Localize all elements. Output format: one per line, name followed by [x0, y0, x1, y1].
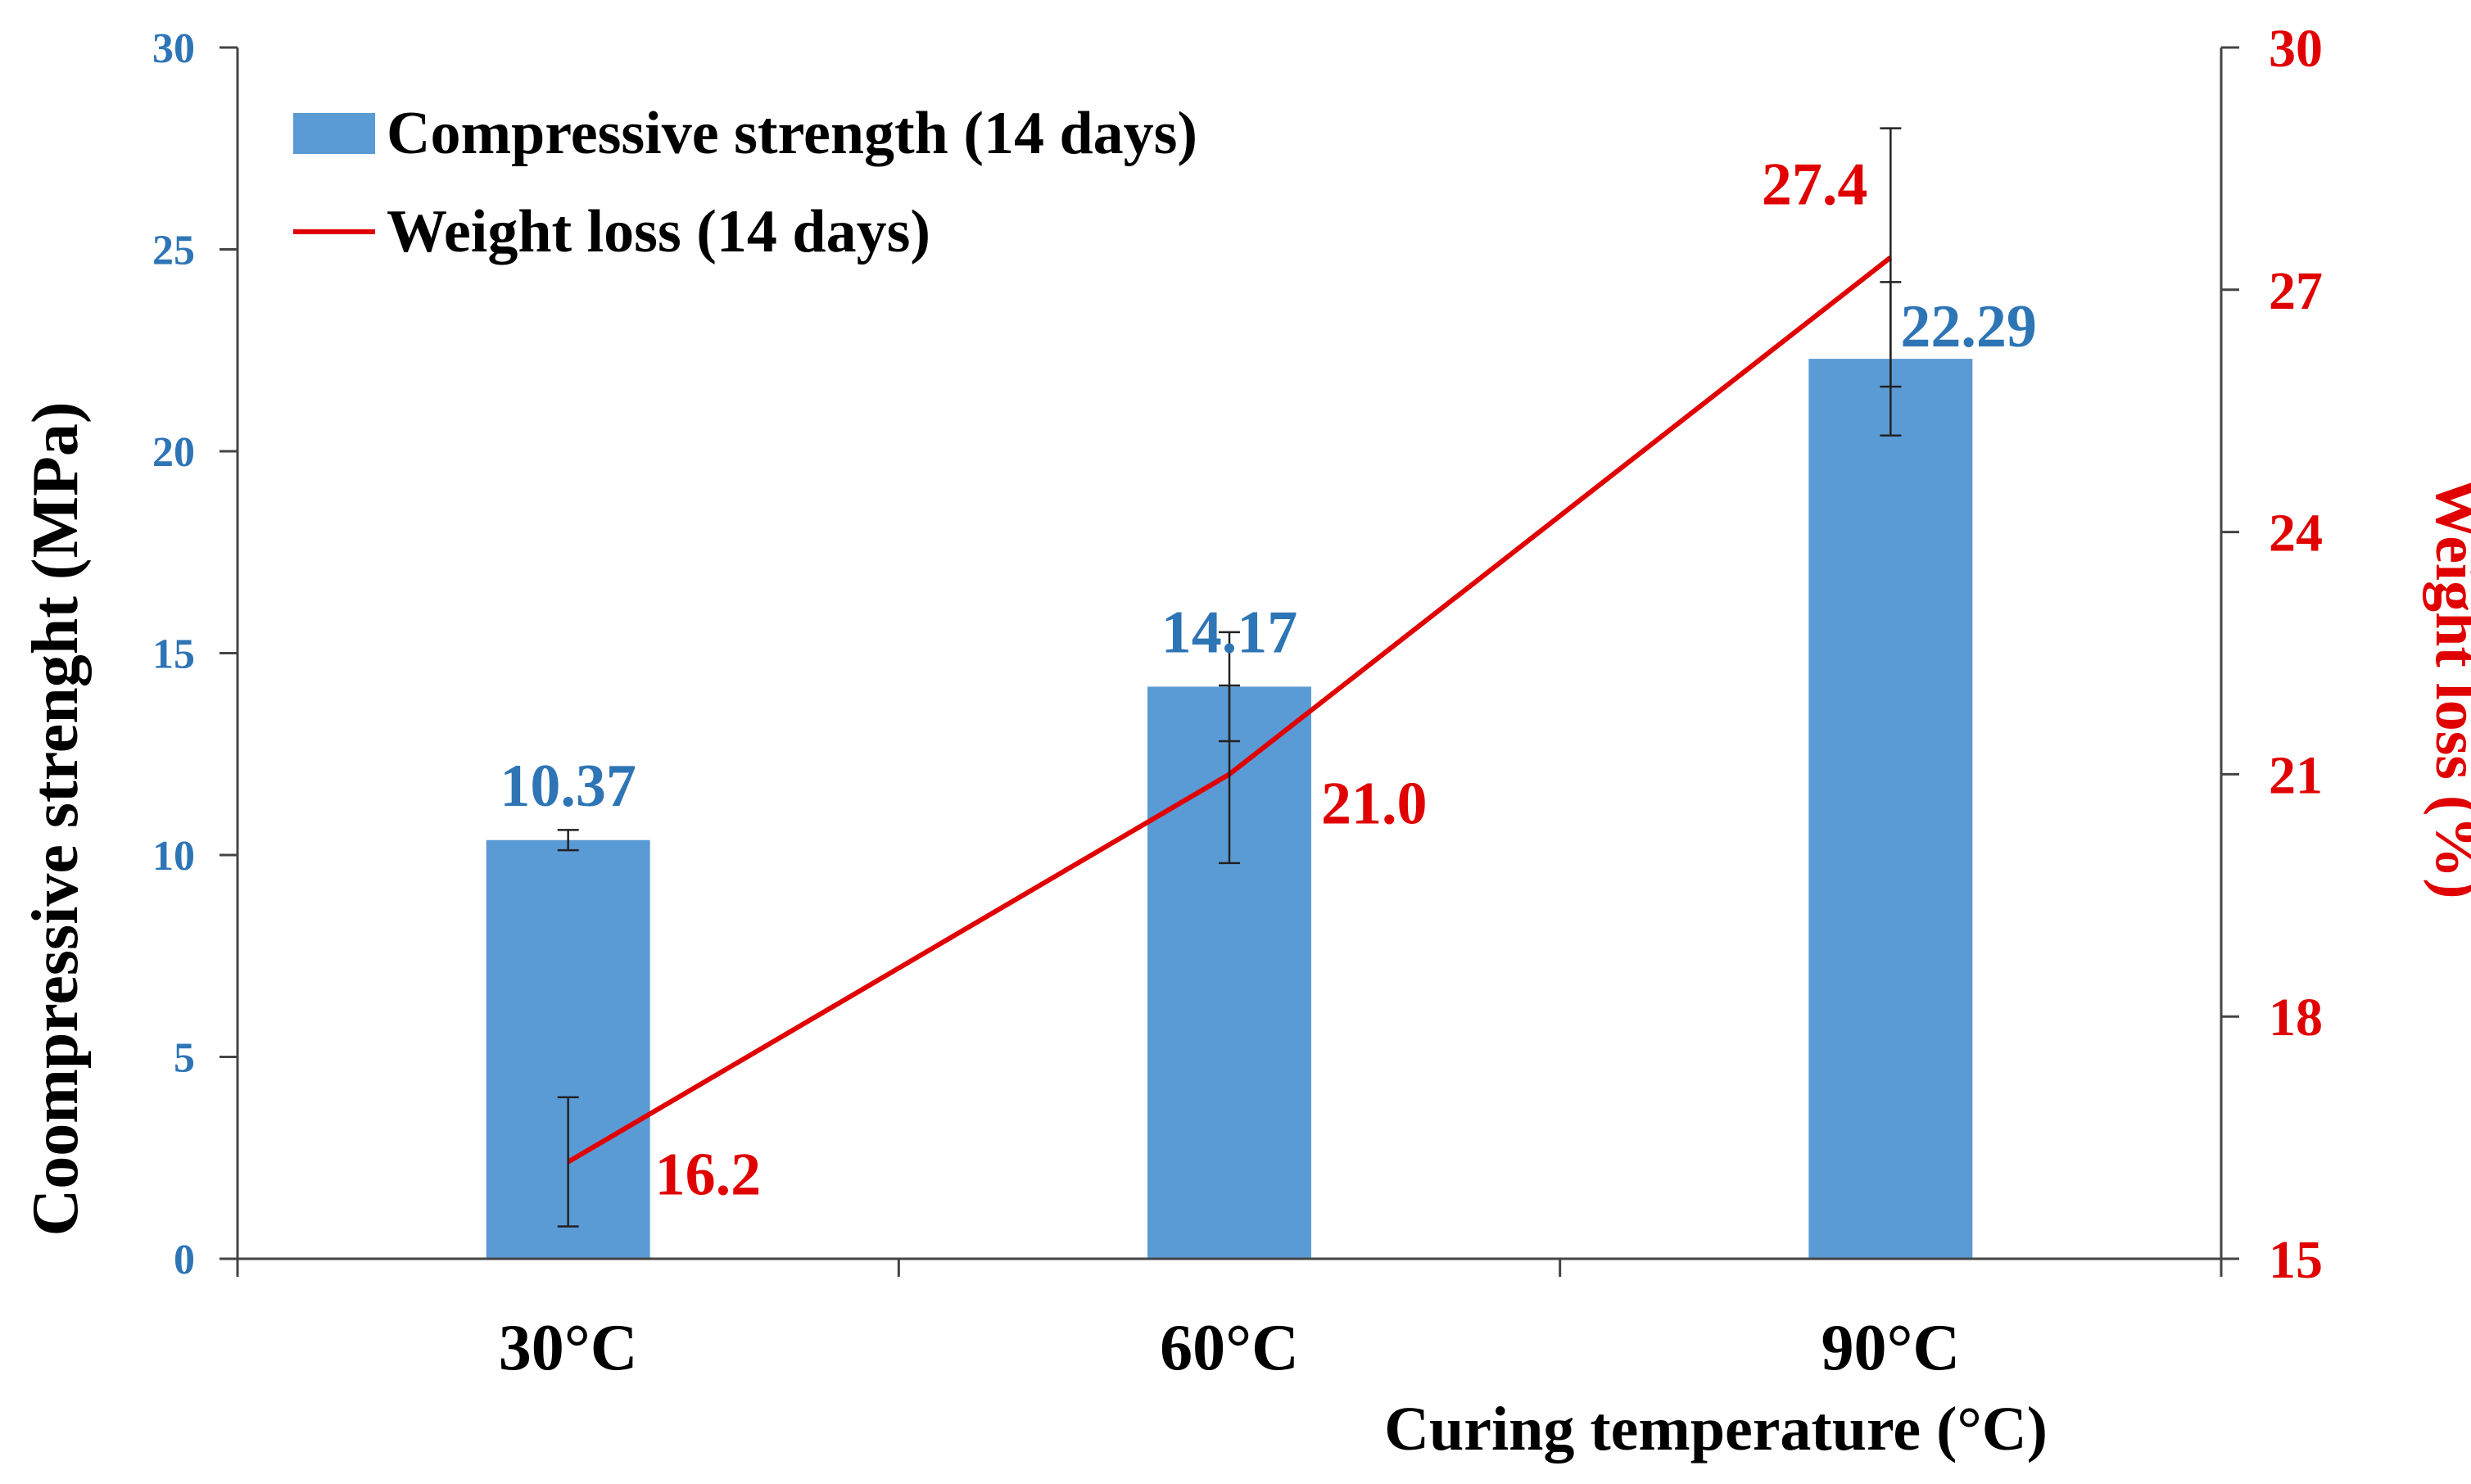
y-tick-left-0: 0 — [174, 1237, 195, 1283]
legend-label-compressive-strength: Compressive strength (14 days) — [387, 100, 1197, 167]
y-tick-right-0: 15 — [2269, 1230, 2323, 1290]
x-tick-2: 90°C — [1821, 1312, 1960, 1384]
bar-layer — [486, 359, 1973, 1259]
y-tick-left-4: 20 — [152, 429, 195, 476]
bar-label-0: 10.37 — [500, 753, 636, 820]
y-tick-right-5: 30 — [2269, 19, 2323, 79]
line-label-1: 21.0 — [1321, 770, 1428, 837]
line-label-0: 16.2 — [655, 1142, 762, 1209]
axes-layer: 0 5 10 15 20 25 30 15 18 21 24 27 30 30°C 60°C 90°C — [152, 19, 2323, 1384]
y-tick-right-3: 24 — [2269, 504, 2323, 563]
y-axis-title-right: Weight loss (%) — [2423, 477, 2471, 898]
y-tick-left-6: 30 — [152, 25, 195, 72]
y-tick-left-1: 5 — [174, 1035, 195, 1082]
y-tick-right-2: 21 — [2269, 745, 2323, 805]
y-tick-left-2: 10 — [152, 833, 195, 880]
line-label-2: 27.4 — [1762, 151, 1868, 218]
y-tick-right-4: 27 — [2269, 261, 2323, 321]
x-tick-1: 60°C — [1160, 1312, 1299, 1384]
y-tick-right-1: 18 — [2269, 988, 2323, 1047]
label-layer: 10.37 14.17 22.29 16.2 21.0 27.4 — [500, 151, 2036, 1208]
y-tick-left-3: 15 — [152, 631, 195, 678]
y-tick-left-5: 25 — [152, 228, 195, 274]
bar-label-1: 14.17 — [1161, 599, 1298, 666]
legend: Compressive strength (14 days) Weight lo… — [293, 100, 1197, 265]
bar-2 — [1808, 359, 1973, 1259]
legend-swatch-compressive-strength — [293, 113, 375, 154]
x-tick-0: 30°C — [499, 1312, 638, 1384]
line-layer — [557, 127, 1902, 1228]
bar-label-2: 22.29 — [1900, 293, 2037, 360]
x-axis-title: Curing temperature (°C) — [1384, 1395, 2048, 1464]
y-axis-title-left: Coompressive strenght (MPa) — [20, 401, 92, 1236]
legend-label-weight-loss: Weight loss (14 days) — [387, 198, 930, 265]
